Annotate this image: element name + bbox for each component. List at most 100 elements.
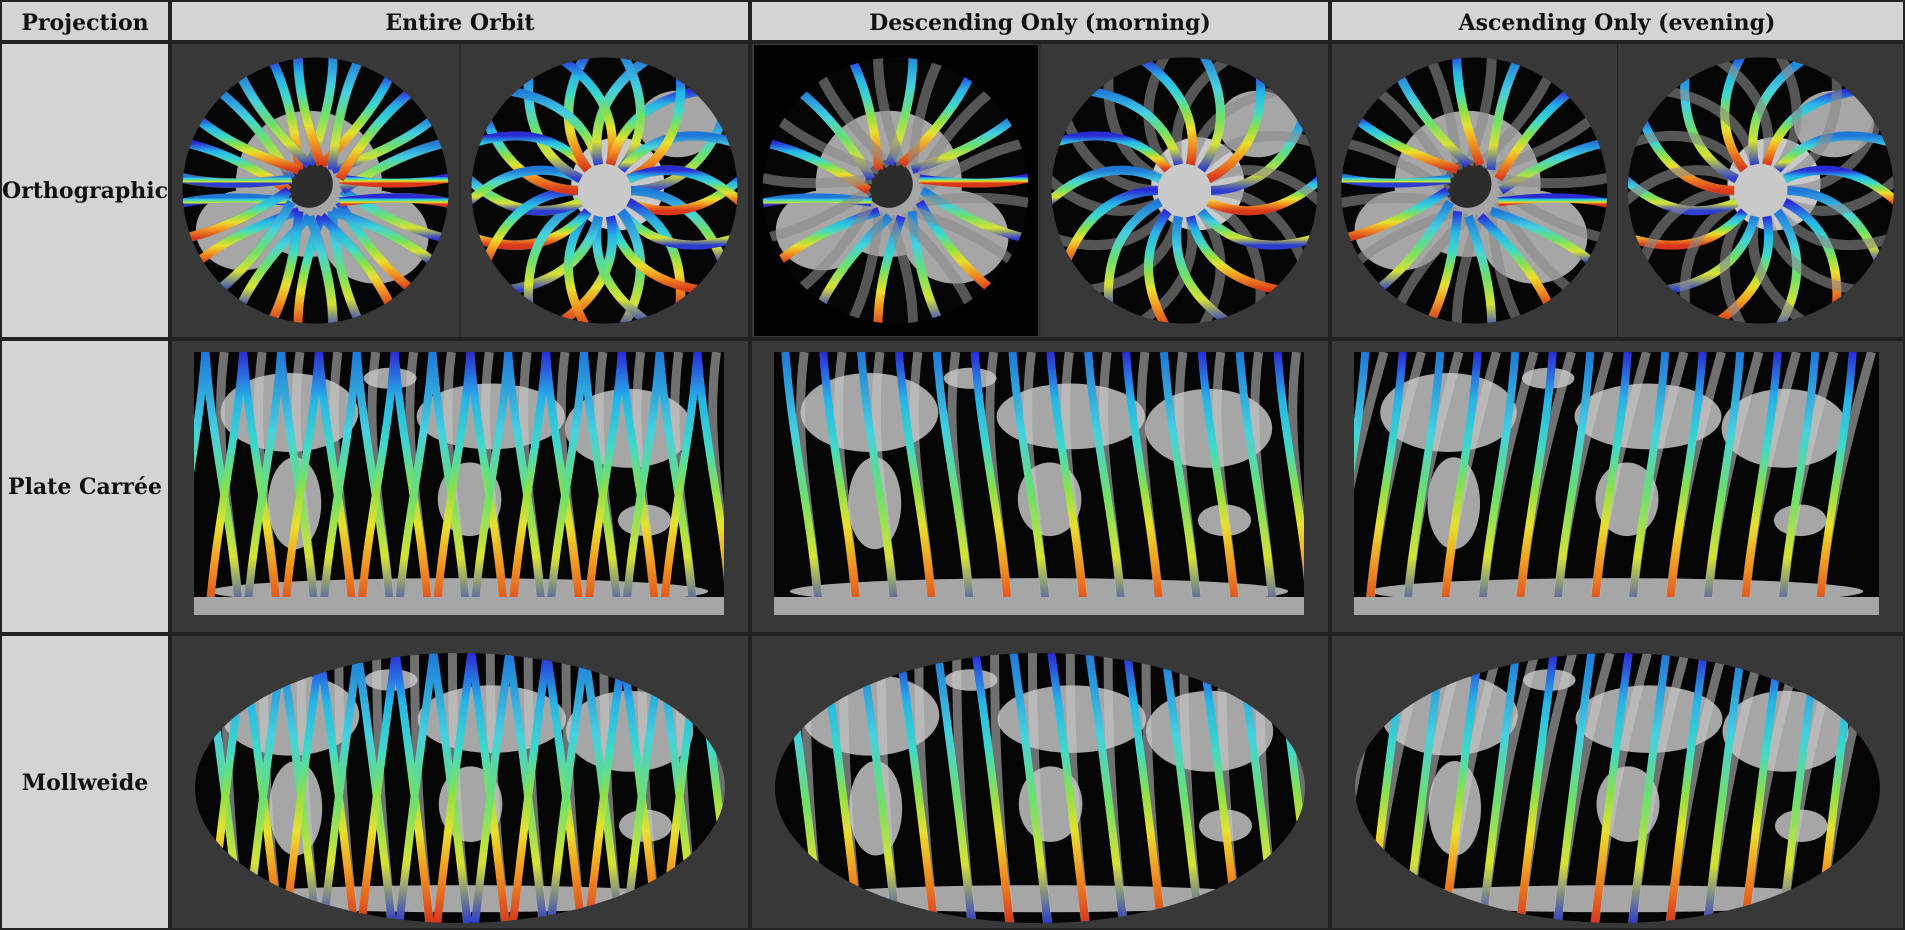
header-ascending-label: Ascending Only (evening) [1458, 10, 1776, 36]
row-label-cell-plate-carree [0, 339, 170, 634]
header-cell-ascending [1330, 0, 1905, 42]
orbit-track [1047, 653, 1090, 923]
gap-track [1354, 352, 1389, 490]
orbit-track [626, 165, 738, 208]
orbit-track [193, 114, 301, 174]
orbit-track [1628, 653, 1671, 923]
gap-track [897, 212, 976, 310]
orbit-track [971, 653, 1014, 923]
orbit-track [659, 352, 702, 615]
orbit-track [338, 172, 449, 188]
orbit-track [894, 352, 937, 615]
orbit-track [1235, 352, 1278, 615]
orbit-track [858, 653, 901, 923]
south-pole-globe [1051, 57, 1318, 324]
orbit-track [1123, 653, 1166, 923]
row-label-orthographic: Orthographic [2, 178, 168, 204]
orbit-track [1143, 208, 1172, 324]
orbit-track [1553, 653, 1596, 923]
orbit-track [1122, 352, 1165, 615]
orbit-track [1627, 352, 1670, 615]
south-pole-globe [1627, 57, 1894, 324]
orbit-track [584, 653, 627, 923]
orbit-track [235, 71, 313, 168]
gap-track [910, 206, 1018, 268]
row-label-mollweide: Mollweide [22, 770, 148, 796]
antarctica-strip [1354, 597, 1879, 615]
orbit-track [1046, 352, 1089, 615]
landmass [790, 885, 1290, 913]
orbit-track [356, 352, 399, 615]
orbit-track [932, 352, 975, 615]
orbit-track [267, 210, 304, 324]
orbit-track [1086, 86, 1183, 166]
orbit-track [293, 57, 326, 167]
orbit-track [433, 653, 476, 923]
gap-track [1497, 171, 1608, 189]
orbit-track [280, 352, 323, 615]
orbit-track [1486, 57, 1523, 171]
orbit-track [338, 193, 449, 209]
orbit-track [1197, 57, 1226, 173]
orbit-track [205, 352, 248, 615]
orbit-track [318, 352, 361, 615]
orbit-track [857, 352, 900, 615]
orbit-track [1197, 208, 1318, 250]
orbit-track [1084, 352, 1127, 615]
orbit-track [1402, 352, 1445, 615]
landmass [1775, 809, 1828, 842]
orbit-track [194, 352, 210, 474]
orbit-track [357, 653, 400, 923]
gap-track [918, 192, 1029, 210]
orbit-track [215, 199, 296, 295]
north-pole-globe [182, 57, 449, 324]
orbit-track [1186, 215, 1283, 295]
orbit-track [281, 653, 324, 923]
orbit-track [330, 207, 438, 267]
orbit-track [1741, 653, 1783, 923]
orbit-track [1516, 653, 1558, 923]
header-cell-descending [750, 0, 1330, 42]
orbit-track [1374, 199, 1455, 295]
orbit-track [781, 352, 824, 615]
north-pole-globe [762, 57, 1029, 324]
row-label-plate-carree: Plate Carrée [8, 474, 162, 500]
orbit-track [318, 213, 396, 310]
orbit-track [1342, 186, 1451, 243]
orbit-track [1197, 352, 1240, 615]
orbit-track [1137, 57, 1197, 166]
orbit-track [1591, 653, 1633, 923]
orbit-track [1352, 114, 1460, 174]
orbit-track [394, 352, 437, 615]
header-projection-label: Projection [21, 10, 148, 36]
orbit-track [432, 352, 475, 615]
gap-track [846, 210, 884, 324]
landmass [1575, 685, 1723, 753]
orbit-track [1702, 352, 1745, 615]
orbit-track [1552, 352, 1595, 615]
orbit-track [1590, 352, 1632, 615]
orbit-track [1477, 352, 1520, 615]
mollweide-map [1355, 653, 1880, 923]
orbit-track [1341, 172, 1451, 188]
orbit-track [1160, 653, 1203, 923]
orbit-track [509, 653, 552, 923]
orbit-track [1273, 352, 1304, 578]
gap-track [815, 71, 894, 169]
orbit-track [970, 352, 1013, 615]
orbit-track [1665, 352, 1707, 615]
orbit-track [693, 352, 724, 578]
orbit-track [1051, 131, 1172, 173]
north-pole-globe [1341, 57, 1608, 324]
orbit-track [1425, 210, 1463, 324]
orbit-track [1061, 186, 1159, 266]
orbit-track [243, 352, 286, 615]
orbit-track [395, 653, 438, 923]
orbit-track [1815, 352, 1857, 615]
landmass [210, 885, 710, 913]
antarctica-strip [194, 597, 724, 615]
header-cell-projection [0, 0, 170, 42]
landmass [1774, 504, 1827, 537]
orbit-track [933, 653, 976, 923]
orbit-track [182, 172, 293, 188]
